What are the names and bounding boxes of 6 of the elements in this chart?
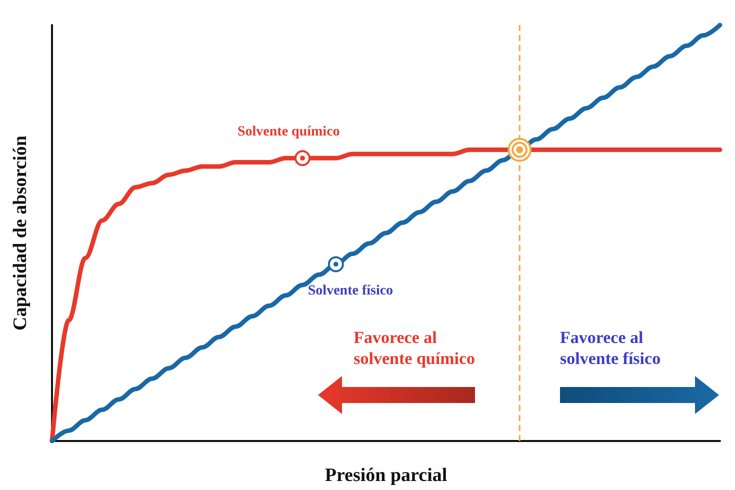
- series-label: Solvente químico: [238, 124, 340, 140]
- x-axis-title: Presión parcial: [324, 465, 448, 486]
- annotation: Favorece al solvente físico: [560, 328, 661, 368]
- annotation: Favorece al solvente químico: [354, 328, 475, 368]
- y-axis-title: Capacidad de absorción: [10, 135, 31, 330]
- series-label: Solvente físico: [308, 284, 394, 299]
